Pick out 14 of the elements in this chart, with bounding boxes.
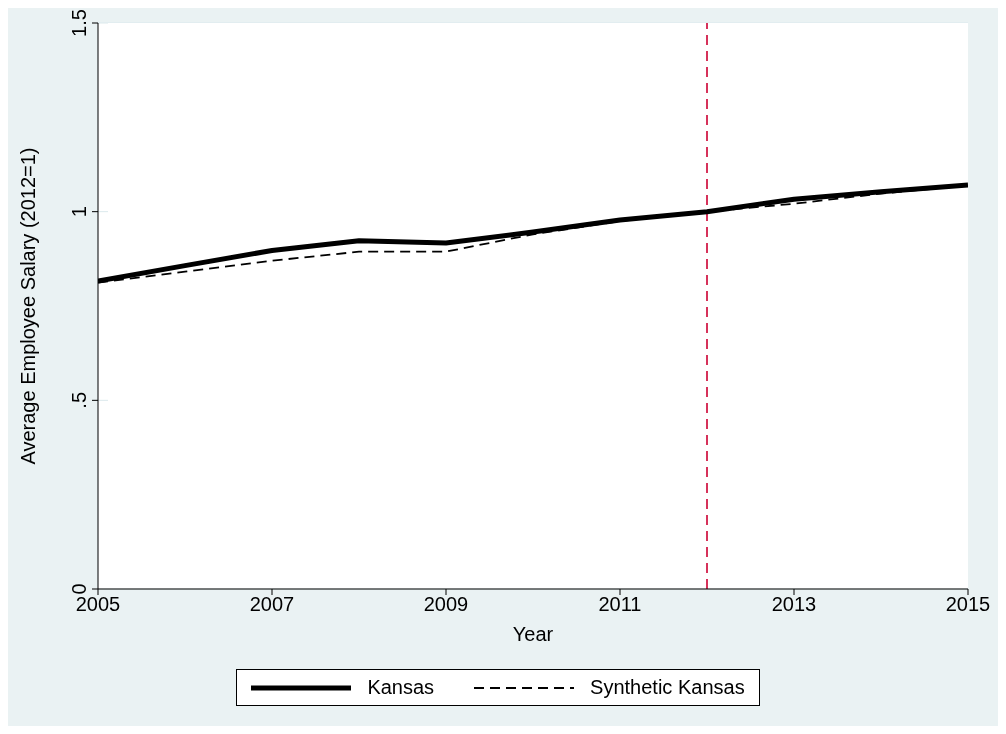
x-tick-label: 2015: [945, 593, 991, 616]
x-tick-label: 2005: [75, 593, 121, 616]
x-tick-label: 2011: [598, 593, 642, 616]
y-tick-label: .5: [68, 391, 90, 409]
x-tick-label: 2007: [249, 593, 295, 616]
y-tick-label: 0: [68, 583, 90, 595]
y-tick-label: 1.5: [68, 9, 90, 37]
y-axis-title: Average Employee Salary (2012=1): [17, 147, 40, 465]
legend-label: Kansas: [367, 676, 435, 699]
text: Synthetic Kansas: [590, 676, 745, 699]
y-tick-label: 1: [68, 206, 90, 218]
x-tick-label: 2009: [423, 593, 469, 616]
x-axis-title: Year: [512, 623, 554, 645]
x-tick-label: 2013: [771, 593, 817, 616]
